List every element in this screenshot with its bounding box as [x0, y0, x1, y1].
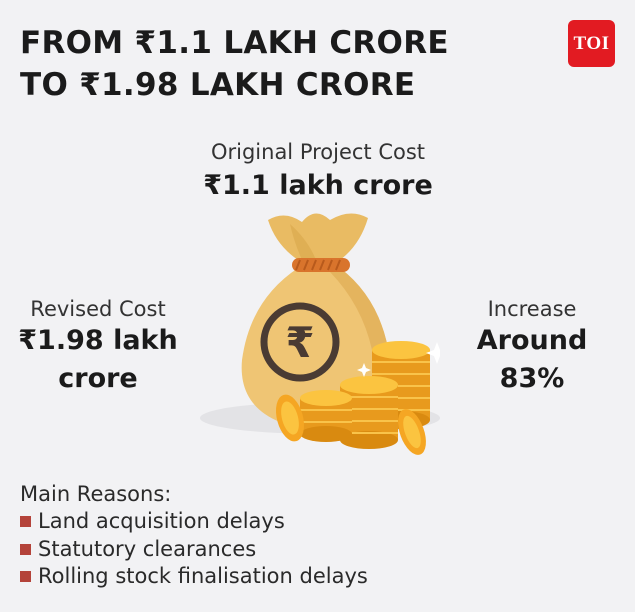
revised-cost-value-line-2: crore: [58, 363, 138, 394]
revised-cost-label: Revised Cost: [30, 297, 166, 321]
reason-text: Rolling stock finalisation delays: [38, 564, 368, 588]
reason-text: Land acquisition delays: [38, 509, 285, 533]
square-bullet-icon: [20, 543, 31, 555]
list-item: Statutory clearances: [20, 536, 368, 564]
rupee-symbol: ₹: [285, 318, 314, 367]
headline-line-1: FROM ₹1.1 LAKH CRORE: [20, 25, 449, 61]
reason-text: Statutory clearances: [38, 536, 257, 561]
reasons-list: Land acquisition delays Statutory cleara…: [20, 508, 368, 591]
increase-label: Increase: [487, 297, 577, 321]
original-cost: Original Project Cost ₹1.1 lakh crore: [160, 140, 476, 204]
increase: Increase Around 83%: [462, 297, 602, 397]
original-cost-label: Original Project Cost: [210, 140, 426, 164]
square-bullet-icon: [20, 516, 31, 528]
list-item: Rolling stock finalisation delays: [20, 563, 368, 591]
increase-value-line-1: Around: [476, 325, 588, 356]
headline: FROM ₹1.1 LAKH CRORE TO ₹1.98 LAKH CRORE: [20, 22, 540, 106]
main-reasons: Main Reasons: Land acquisition delays St…: [20, 480, 368, 591]
original-cost-value: ₹1.1 lakh crore: [203, 170, 433, 201]
toi-logo[interactable]: TOI: [568, 20, 615, 67]
increase-value-line-2: 83%: [499, 363, 565, 394]
headline-line-2: TO ₹1.98 LAKH CRORE: [20, 67, 416, 103]
money-bag-with-coins-icon: ₹: [190, 200, 448, 470]
list-item: Land acquisition delays: [20, 508, 368, 536]
revised-cost: Revised Cost ₹1.98 lakh crore: [10, 297, 186, 397]
main-reasons-title: Main Reasons:: [20, 482, 172, 506]
revised-cost-value-line-1: ₹1.98 lakh: [18, 325, 178, 356]
square-bullet-icon: [20, 571, 31, 583]
